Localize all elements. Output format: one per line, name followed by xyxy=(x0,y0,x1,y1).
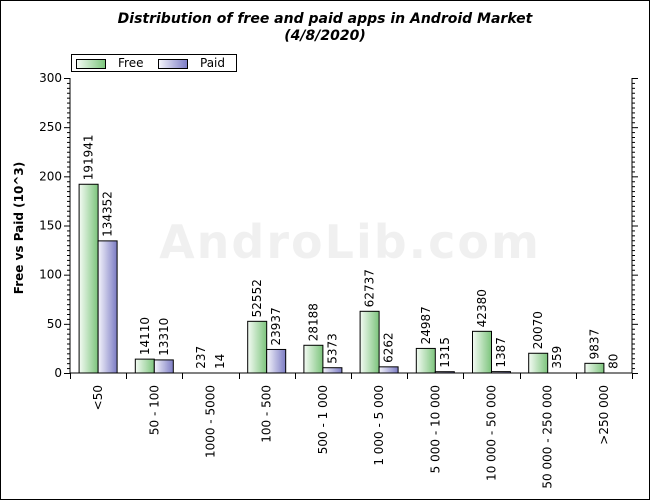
data-label-free: 24987 xyxy=(419,306,433,344)
x-tick-label: >250 000 xyxy=(597,385,611,445)
bar-free xyxy=(134,358,155,374)
y-tick-label: 250 xyxy=(39,120,62,134)
y-tick-label: 200 xyxy=(39,169,62,183)
bar-free xyxy=(303,344,324,374)
data-label-paid: 134352 xyxy=(101,191,115,237)
data-label-paid: 6262 xyxy=(382,332,396,363)
x-tick-label: 50 - 100 xyxy=(147,385,161,435)
watermark-text: AndroLib.com xyxy=(159,215,541,269)
data-label-free: 28188 xyxy=(306,303,320,341)
chart-legend: Free Paid xyxy=(71,54,237,72)
x-tick-label: <50 xyxy=(91,385,105,410)
data-label-free: 52552 xyxy=(250,279,264,317)
bar-free xyxy=(472,330,492,374)
bar-paid xyxy=(153,359,174,374)
data-label-paid: 80 xyxy=(606,354,620,369)
bar-paid xyxy=(434,371,455,374)
bar-paid xyxy=(322,367,343,374)
x-tick-label: 500 - 1 000 xyxy=(316,385,330,454)
data-label-paid: 1387 xyxy=(494,337,508,368)
bar-paid xyxy=(378,366,399,374)
bar-free xyxy=(247,320,268,374)
bar-free xyxy=(415,347,436,374)
data-label-free: 9837 xyxy=(587,329,601,360)
y-tick-label: 150 xyxy=(39,219,62,233)
y-tick-label: 0 xyxy=(54,366,62,380)
bar-free xyxy=(78,183,99,374)
bar-paid xyxy=(491,371,511,374)
data-label-free: 62737 xyxy=(363,269,377,307)
chart-subtitle: (4/8/2020) xyxy=(284,28,366,44)
x-tick-label: 10 000 - 50 000 xyxy=(485,385,499,481)
bar-free xyxy=(528,352,549,374)
y-tick-label: 300 xyxy=(39,71,62,85)
x-tick-label: 50 000 - 250 000 xyxy=(541,385,555,489)
legend-label-free: Free xyxy=(118,56,144,70)
data-label-paid: 14 xyxy=(213,354,227,369)
data-label-free: 237 xyxy=(194,346,208,369)
data-label-paid: 1315 xyxy=(438,337,452,368)
y-tick-label: 100 xyxy=(39,268,62,282)
chart-title: Distribution of free and paid apps in An… xyxy=(117,11,533,27)
data-label-paid: 359 xyxy=(550,346,564,369)
bar-free xyxy=(359,310,380,374)
y-tick-label: 50 xyxy=(47,317,62,331)
x-tick-label: 100 - 500 xyxy=(260,385,274,443)
legend-swatch-paid xyxy=(158,59,188,69)
x-tick-label: 5 000 - 10 000 xyxy=(428,385,442,473)
data-label-free: 42380 xyxy=(475,289,489,327)
bar-free xyxy=(584,362,605,374)
data-label-free: 191941 xyxy=(82,134,96,180)
x-tick-label: 1 000 - 5 000 xyxy=(372,385,386,466)
legend-swatch-free xyxy=(76,59,106,69)
x-tick-label: 1000 - 5000 xyxy=(204,385,218,458)
bar-paid xyxy=(266,348,287,374)
legend-label-paid: Paid xyxy=(200,56,226,70)
data-label-free: 20070 xyxy=(531,311,545,349)
data-label-paid: 23937 xyxy=(269,307,283,345)
bar-paid xyxy=(97,240,118,374)
data-label-free: 14110 xyxy=(138,317,152,355)
data-label-paid: 5373 xyxy=(325,333,339,364)
data-label-paid: 13310 xyxy=(157,318,171,356)
